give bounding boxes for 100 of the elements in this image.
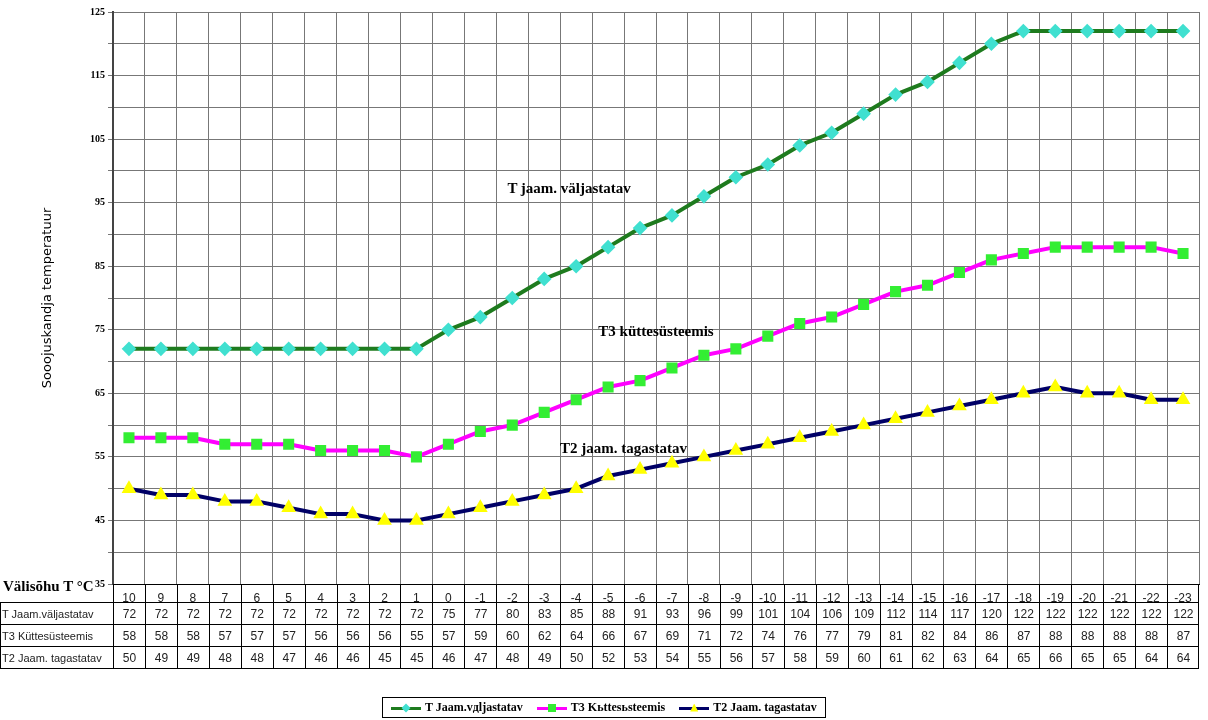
- point: [889, 88, 903, 102]
- x-tick-label: 10: [122, 590, 136, 605]
- point: [537, 272, 551, 286]
- point: [409, 342, 423, 356]
- data-label: 72: [282, 607, 296, 621]
- data-label: 74: [751, 624, 784, 646]
- data-label: 101: [758, 607, 779, 621]
- point: [826, 311, 838, 323]
- legend-label: T Jaam.vдljastatav: [425, 700, 523, 715]
- x-tick-label: 9: [157, 590, 165, 605]
- annotation: T2 jaam. tagastatav: [559, 440, 688, 457]
- x-tick-label: -10: [759, 590, 777, 605]
- data-label: 106: [822, 607, 843, 621]
- data-label: 79: [847, 624, 880, 646]
- point: [474, 425, 486, 437]
- x-tick-label: 8: [189, 590, 197, 605]
- x-tick-label: -16: [950, 590, 969, 605]
- point: [123, 432, 135, 444]
- point: [218, 494, 231, 506]
- data-label: 46: [304, 646, 337, 668]
- data-label: 63: [943, 646, 976, 668]
- data-label: 46: [432, 646, 465, 668]
- point: [730, 343, 742, 355]
- point: [1144, 24, 1158, 38]
- point: [250, 494, 263, 506]
- data-label: 56: [336, 624, 369, 646]
- x-tick-label: 1: [413, 590, 421, 605]
- point: [537, 486, 552, 500]
- x-tick-label: -14: [886, 590, 905, 605]
- x-tick-label: 5: [285, 590, 293, 605]
- x-tick-label: 0: [445, 590, 453, 605]
- x-tick-label: -2: [506, 590, 518, 605]
- point: [1112, 384, 1127, 398]
- text: T2 Jaam. tagastatav: [0, 646, 113, 668]
- data-label: 84: [943, 624, 976, 646]
- data-label: 45: [400, 646, 433, 668]
- data-label: 86: [975, 624, 1008, 646]
- x-tick-label: 4: [317, 590, 325, 605]
- annotation: T jaam. väljastatav: [507, 180, 632, 197]
- x-tick-label: -5: [602, 590, 614, 605]
- data-label: 59: [815, 646, 848, 668]
- data-label: 83: [538, 607, 552, 621]
- point: [1017, 247, 1029, 260]
- point: [858, 298, 870, 310]
- annotation: T3 küttesüsteemis: [598, 323, 714, 340]
- data-label: 91: [633, 607, 648, 621]
- data-label: 87: [1007, 624, 1040, 646]
- x-tick-label: -3: [538, 590, 550, 605]
- y-tick-label: 85: [95, 259, 105, 271]
- data-label: 72: [719, 624, 752, 646]
- point: [666, 362, 678, 374]
- x-tick-label: -15: [918, 590, 937, 605]
- point: [473, 310, 487, 324]
- point: [314, 342, 328, 356]
- data-label: 80: [506, 607, 520, 621]
- data-label: 122: [1045, 607, 1066, 621]
- point: [378, 513, 391, 525]
- point: [1049, 241, 1061, 253]
- y-tick-label: 115: [90, 69, 105, 81]
- x-tick-label: -21: [1110, 590, 1129, 605]
- point: [985, 254, 997, 266]
- point: [921, 279, 934, 291]
- data-label: 88: [601, 607, 616, 621]
- x-tick-label: -11: [791, 590, 809, 605]
- point: [1113, 241, 1125, 253]
- point: [538, 406, 550, 418]
- data-label: 72: [250, 607, 264, 621]
- data-label: 48: [496, 646, 529, 668]
- data-label: 55: [400, 624, 433, 646]
- point: [283, 438, 295, 450]
- point: [1080, 384, 1095, 398]
- x-tick-label: 2: [381, 590, 389, 605]
- y-tick-label: 35: [95, 577, 105, 589]
- data-label: 87: [1167, 624, 1199, 646]
- data-label: 57: [208, 624, 241, 646]
- point: [697, 189, 711, 203]
- data-label: 66: [592, 624, 625, 646]
- point: [186, 342, 200, 356]
- x-tick-label: 6: [253, 590, 261, 605]
- x-tick-label: 7: [221, 590, 229, 605]
- data-label: 112: [886, 607, 906, 621]
- y-tick-label: 75: [95, 323, 105, 335]
- x-tick-label: -20: [1078, 590, 1097, 605]
- data-label: 76: [783, 624, 816, 646]
- point: [952, 397, 967, 411]
- data-label: 64: [1135, 646, 1168, 668]
- data-label: 58: [176, 624, 209, 646]
- legend-label: T3 Kьttesьsteemis: [570, 700, 666, 715]
- point: [1177, 247, 1189, 260]
- data-label: 114: [918, 607, 938, 621]
- data-label: 72: [314, 607, 328, 621]
- x-tick-label: -23: [1174, 590, 1193, 605]
- point: [1016, 384, 1031, 398]
- point: [921, 405, 934, 417]
- data-label: 122: [1077, 607, 1098, 621]
- y-axis-title: Sooojuskandja temperatuur: [39, 207, 55, 389]
- x-tick-label: -7: [666, 590, 678, 605]
- point: [698, 349, 710, 361]
- point: [315, 445, 327, 457]
- data-label: 88: [1039, 624, 1072, 646]
